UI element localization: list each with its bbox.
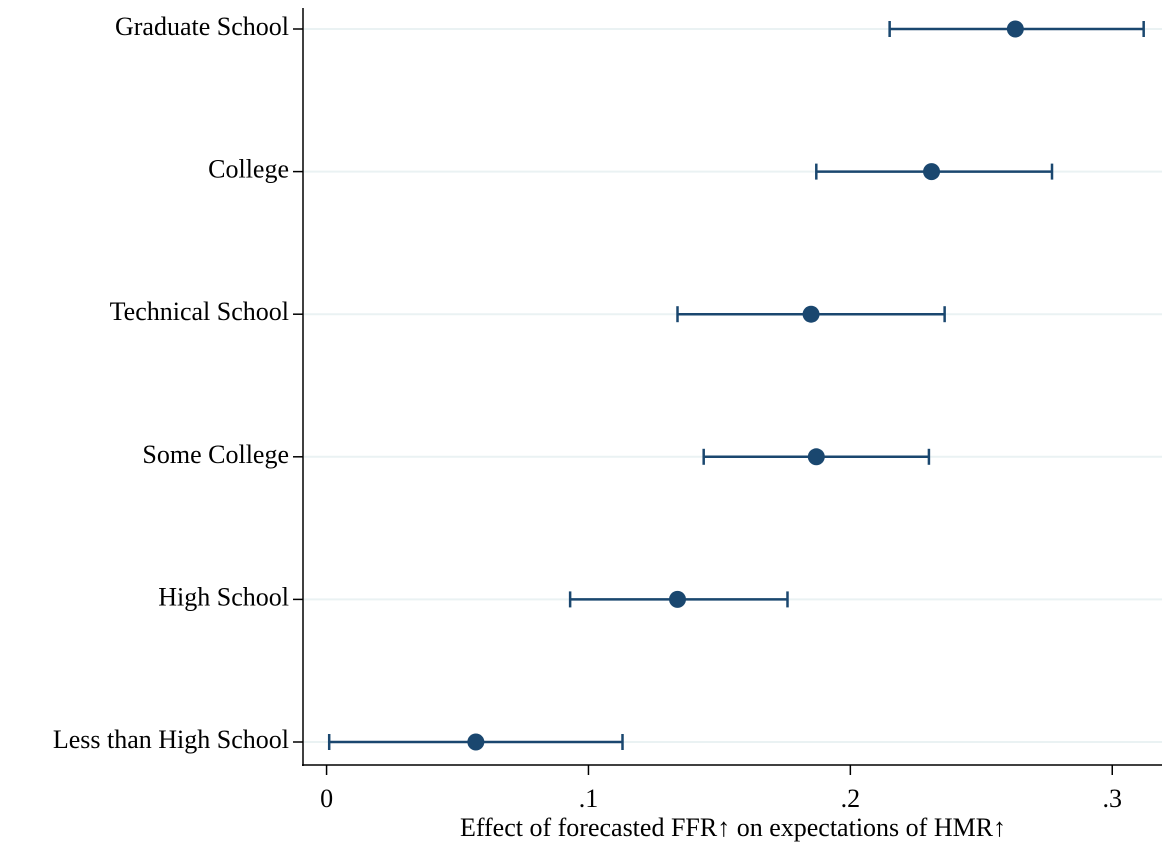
point: [1006, 20, 1024, 38]
x-tick-label: .2: [841, 784, 861, 813]
y-tick-label: College: [208, 155, 289, 184]
x-axis-title: Effect of forecasted FFR↑ on expectation…: [460, 813, 1006, 842]
point: [802, 305, 820, 323]
x-tick-label: .1: [579, 784, 599, 813]
y-tick-label: Less than High School: [53, 725, 289, 754]
y-tick-label: Some College: [142, 440, 289, 469]
y-tick-label: High School: [158, 582, 289, 611]
point: [807, 448, 825, 466]
x-tick-label: .3: [1102, 784, 1122, 813]
y-tick-label: Graduate School: [115, 12, 289, 41]
y-tick-label: Technical School: [110, 297, 289, 326]
x-tick-label: 0: [320, 784, 333, 813]
point: [669, 590, 687, 608]
point: [923, 163, 941, 181]
point: [467, 733, 485, 751]
